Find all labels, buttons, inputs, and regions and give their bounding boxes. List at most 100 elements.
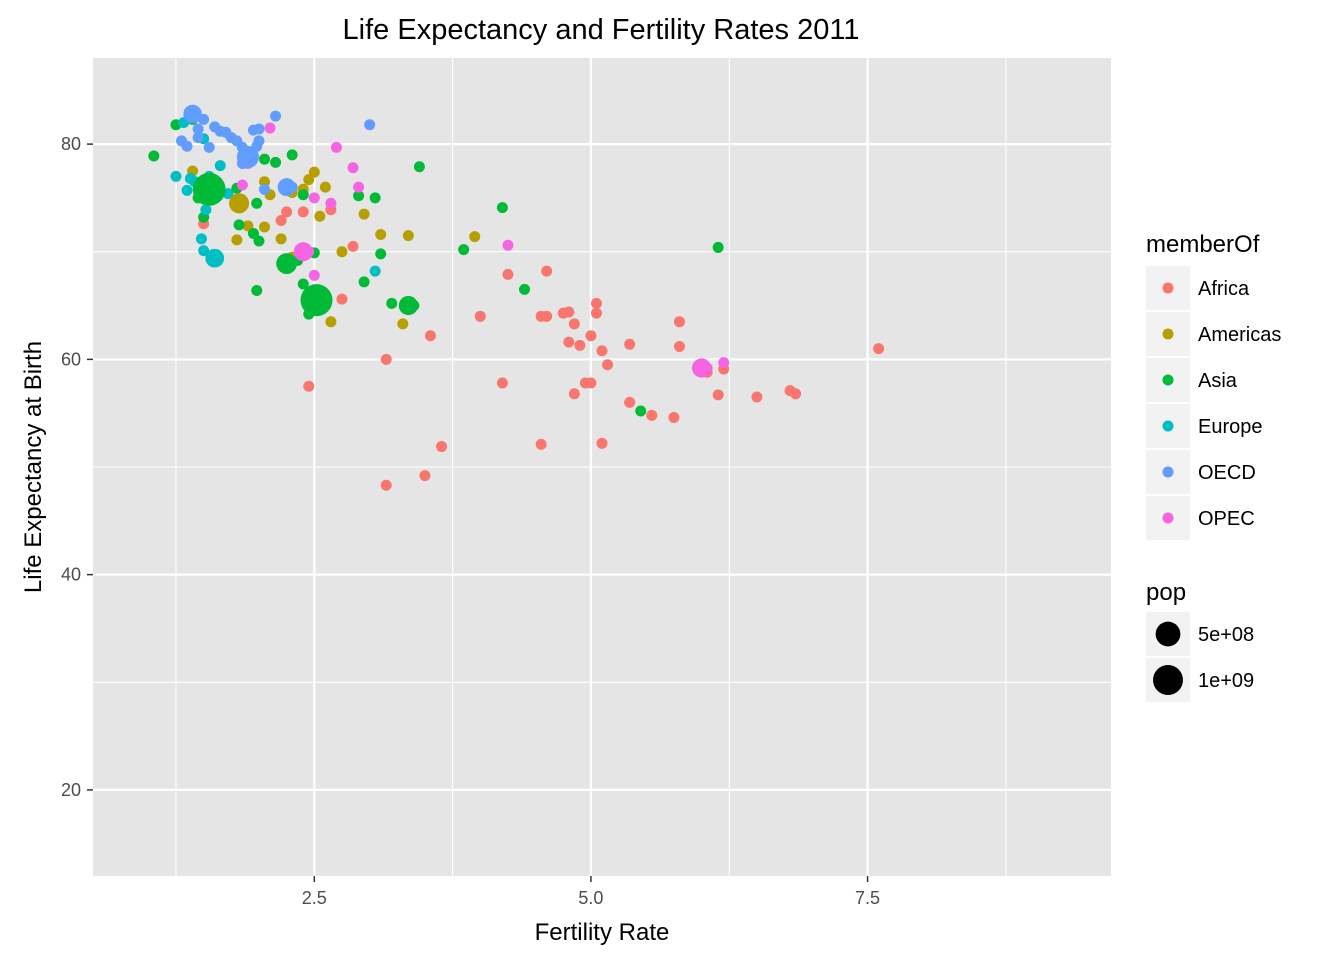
data-point-africa bbox=[624, 396, 636, 408]
data-point-africa bbox=[563, 306, 575, 318]
data-point-opec bbox=[718, 357, 730, 369]
data-point-asia bbox=[253, 235, 265, 247]
data-point-large bbox=[205, 248, 225, 268]
data-point-americas bbox=[275, 233, 287, 245]
data-point-africa bbox=[646, 409, 658, 421]
data-point-africa bbox=[303, 380, 315, 392]
legend: memberOf Africa Americas Asia Europe OECD OPEC… bbox=[1146, 231, 1281, 702]
data-point-asia bbox=[369, 192, 381, 204]
legend-swatch-opec bbox=[1162, 512, 1174, 524]
legend-size-label: 1e+09 bbox=[1198, 670, 1254, 692]
data-point-asia bbox=[496, 202, 508, 214]
data-point-africa bbox=[574, 339, 586, 351]
legend-swatch-asia bbox=[1162, 374, 1174, 386]
data-point-africa bbox=[281, 206, 293, 218]
y-tick-label: 40 bbox=[61, 565, 81, 585]
data-point-large bbox=[293, 242, 313, 262]
x-axis-title: Fertility Rate bbox=[535, 919, 670, 946]
axes: 2.5 5.0 7.5 20 40 60 80 bbox=[61, 134, 880, 908]
data-point-asia bbox=[251, 284, 263, 296]
data-point-asia bbox=[635, 405, 647, 417]
data-point-africa bbox=[585, 330, 597, 342]
data-point-opec bbox=[325, 197, 337, 209]
data-point-africa bbox=[535, 438, 547, 450]
y-tick-label: 80 bbox=[61, 134, 81, 154]
data-point-africa bbox=[596, 345, 608, 357]
data-point-asia bbox=[375, 248, 387, 260]
data-point-americas bbox=[397, 318, 409, 330]
data-point-opec bbox=[353, 181, 365, 193]
data-point-large bbox=[398, 295, 418, 316]
data-point-opec bbox=[308, 269, 320, 281]
data-point-africa bbox=[275, 215, 287, 227]
data-point-europe bbox=[195, 233, 207, 245]
legend-label-opec: OPEC bbox=[1198, 508, 1255, 530]
data-point-americas bbox=[325, 316, 337, 328]
data-point-asia bbox=[358, 276, 370, 288]
data-point-americas bbox=[319, 181, 331, 193]
data-point-oecd bbox=[192, 132, 204, 144]
legend-swatch-oecd bbox=[1162, 466, 1174, 478]
data-point-americas bbox=[336, 246, 348, 258]
data-point-africa bbox=[602, 359, 614, 371]
y-axis-title: Life Expectancy at Birth bbox=[20, 341, 47, 593]
data-point-asia bbox=[247, 227, 259, 239]
data-point-oecd bbox=[181, 140, 193, 152]
data-point-africa bbox=[474, 310, 486, 322]
data-point-americas bbox=[375, 229, 387, 241]
data-points bbox=[148, 104, 885, 491]
data-point-oecd bbox=[364, 119, 376, 131]
legend-swatch-europe bbox=[1162, 420, 1174, 432]
legend-label-africa: Africa bbox=[1198, 278, 1250, 300]
data-point-africa bbox=[563, 336, 575, 348]
data-point-asia bbox=[286, 149, 298, 161]
data-point-oecd bbox=[220, 126, 232, 138]
data-point-americas bbox=[469, 231, 481, 243]
data-point-europe bbox=[181, 184, 193, 196]
data-point-africa bbox=[673, 340, 685, 352]
data-point-africa bbox=[380, 353, 392, 365]
x-tick-label: 7.5 bbox=[855, 888, 880, 908]
legend-label-americas: Americas bbox=[1198, 324, 1281, 346]
legend-label-asia: Asia bbox=[1198, 370, 1238, 392]
data-point-africa bbox=[347, 240, 359, 252]
data-point-asia bbox=[458, 244, 470, 256]
data-point-americas bbox=[259, 176, 271, 188]
legend-label-oecd: OECD bbox=[1198, 462, 1256, 484]
data-point-americas bbox=[231, 234, 243, 246]
data-point-oecd bbox=[203, 141, 215, 153]
data-point-large bbox=[183, 104, 202, 124]
data-point-large bbox=[300, 284, 333, 317]
color-legend-title: memberOf bbox=[1146, 231, 1260, 258]
data-point-asia bbox=[297, 278, 309, 290]
data-point-asia bbox=[297, 189, 309, 201]
data-point-opec bbox=[264, 122, 276, 134]
data-point-asia bbox=[386, 297, 398, 309]
data-point-africa bbox=[673, 316, 685, 328]
y-tick-label: 60 bbox=[61, 349, 81, 369]
data-point-europe bbox=[170, 170, 182, 182]
legend-size-swatch bbox=[1155, 621, 1181, 647]
data-point-africa bbox=[790, 388, 802, 400]
data-point-africa bbox=[590, 307, 602, 319]
data-point-asia bbox=[233, 219, 245, 231]
x-tick-label: 5.0 bbox=[578, 888, 603, 908]
size-legend-title: pop bbox=[1146, 579, 1186, 606]
legend-swatch-americas bbox=[1162, 328, 1174, 340]
data-point-africa bbox=[585, 377, 597, 389]
data-point-americas bbox=[358, 208, 370, 220]
data-point-africa bbox=[496, 377, 508, 389]
data-point-opec bbox=[347, 162, 359, 174]
legend-size-label: 5e+08 bbox=[1198, 624, 1254, 646]
data-point-africa bbox=[712, 389, 724, 401]
data-point-africa bbox=[336, 293, 348, 305]
data-point-large bbox=[205, 178, 224, 197]
data-point-opec bbox=[308, 192, 320, 204]
data-point-americas bbox=[314, 210, 326, 222]
data-point-asia bbox=[519, 283, 531, 295]
data-point-asia bbox=[270, 156, 282, 168]
chart-title: Life Expectancy and Fertility Rates 2011 bbox=[343, 14, 860, 46]
data-point-africa bbox=[568, 318, 580, 330]
data-point-asia bbox=[148, 150, 160, 162]
